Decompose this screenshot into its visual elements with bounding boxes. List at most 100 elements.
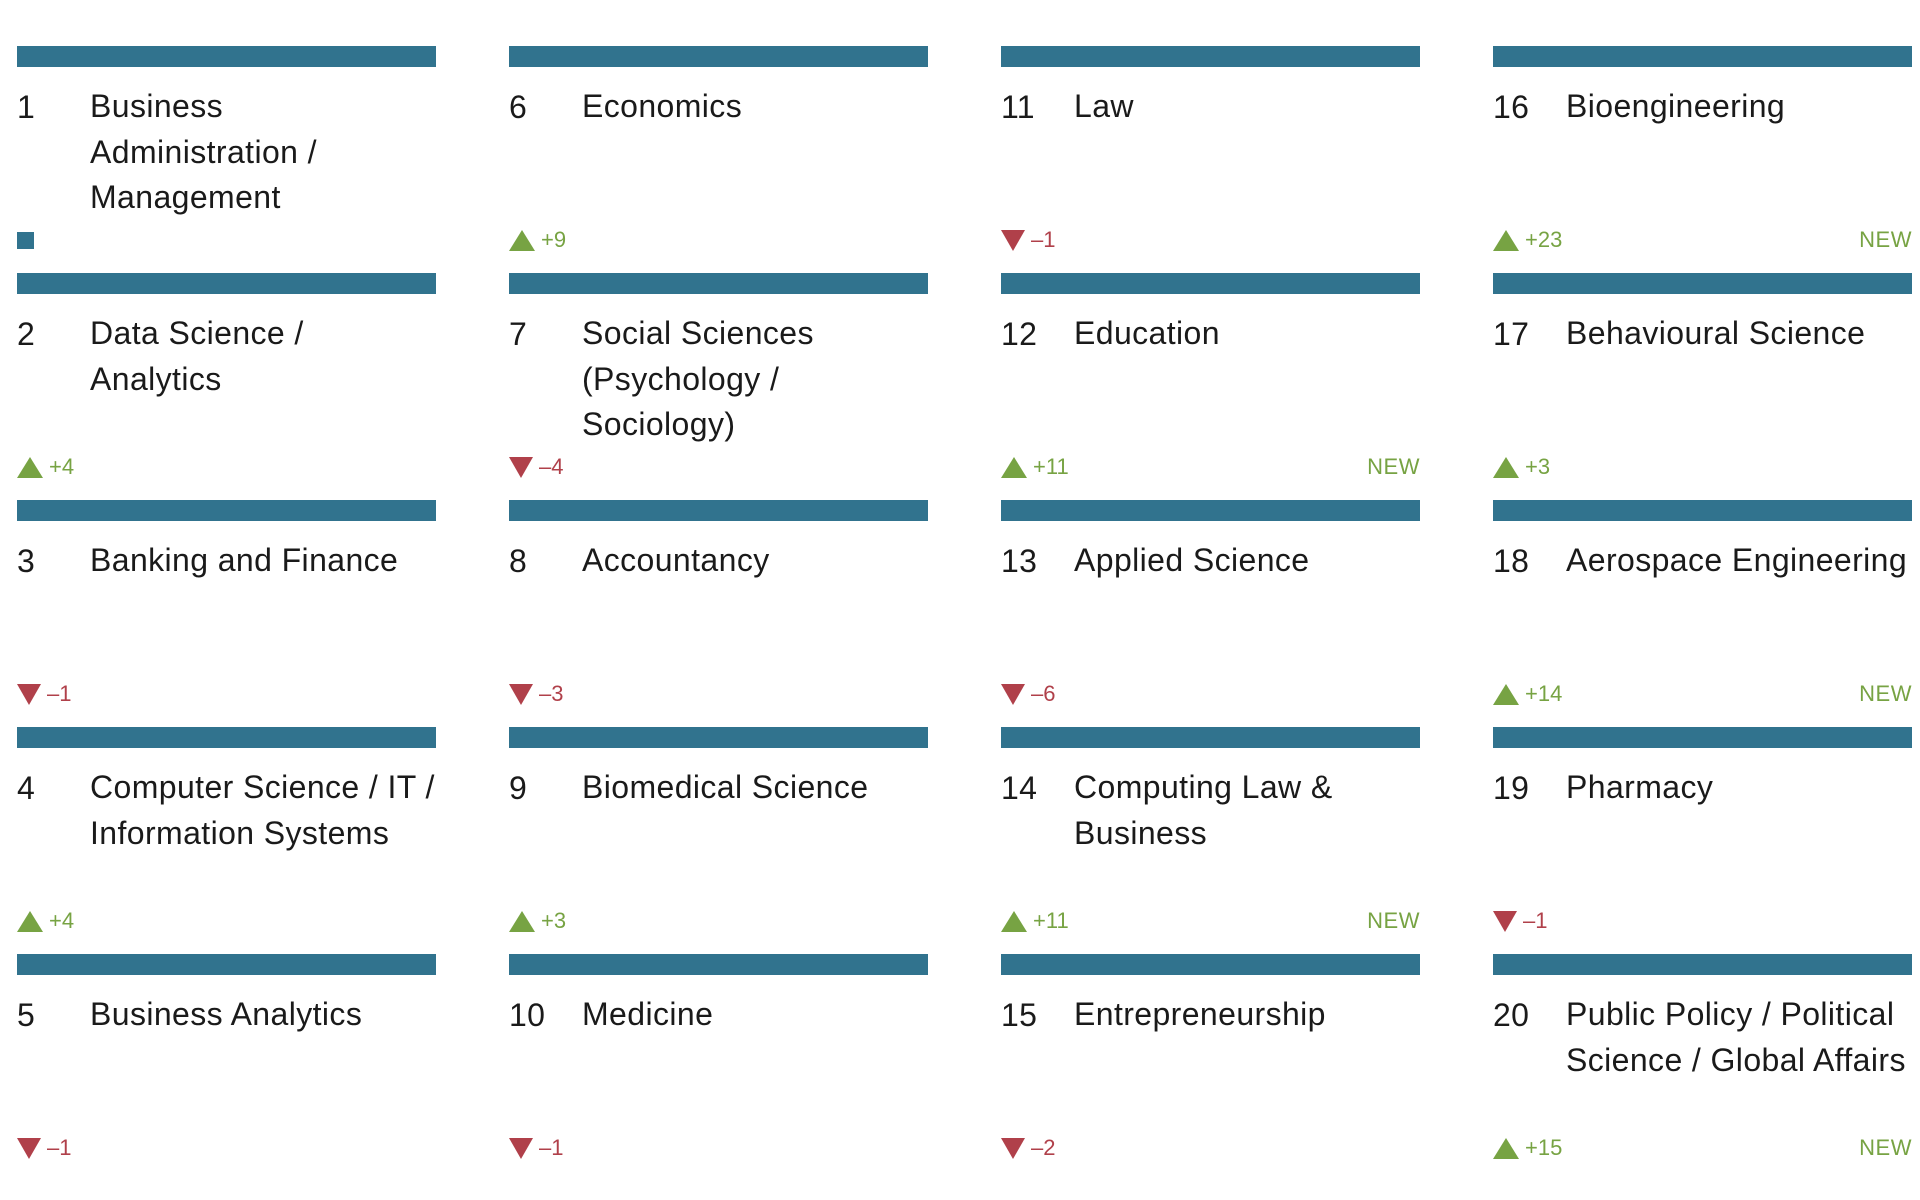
subject-label: Data Science / Analytics [90, 315, 304, 397]
subject-label: Accountancy [582, 542, 770, 578]
ranking-item: 7 Social Sciences (Psychology / Sociology… [509, 273, 928, 500]
ranking-item: 5 Business Analytics –1 [17, 954, 436, 1181]
subject-label: Bioengineering [1566, 88, 1786, 124]
rank-number: 2 [17, 316, 36, 352]
rank-bar [17, 727, 436, 748]
rank-number: 20 [1493, 997, 1530, 1033]
rank-bar [509, 46, 928, 67]
ranking-item: 17 Behavioural Science +3 [1493, 273, 1912, 500]
rank-change-value: +4 [49, 454, 75, 479]
ranking-item: 1 Business Administration / Management [17, 46, 436, 273]
rank-change-value: –2 [1031, 1135, 1056, 1160]
rank-bar [1001, 273, 1420, 294]
rank-change: +9 [509, 226, 566, 254]
rank-number: 18 [1493, 543, 1530, 579]
rank-change-value: –4 [539, 454, 564, 479]
rank-change: +15 [1493, 1134, 1562, 1162]
rank-change: +23 [1493, 226, 1562, 254]
ranking-item: 2 Data Science / Analytics +4 [17, 273, 436, 500]
ranking-item: 6 Economics +9 [509, 46, 928, 273]
rank-change-value: –1 [1523, 908, 1548, 933]
rank-bar [17, 500, 436, 521]
ranking-item: 9 Biomedical Science +3 [509, 727, 928, 954]
rank-change: –1 [509, 1134, 563, 1162]
up-triangle-icon [1493, 456, 1519, 478]
rank-bar [509, 500, 928, 521]
ranking-item: 12 Education +11 NEW [1001, 273, 1420, 500]
rank-number: 1 [17, 89, 36, 125]
rank-change-value: +23 [1525, 227, 1563, 252]
down-triangle-icon [1493, 910, 1517, 932]
rank-bar [17, 954, 436, 975]
down-triangle-icon [509, 683, 533, 705]
ranking-item: 20 Public Policy / Political Science / Gl… [1493, 954, 1912, 1181]
subject-label: Behavioural Science [1566, 315, 1866, 351]
up-triangle-icon [509, 229, 535, 251]
rank-bar [509, 727, 928, 748]
rank-change: +3 [509, 907, 566, 935]
rank-change-value: –1 [47, 681, 72, 706]
rank-change: +4 [17, 453, 74, 481]
rank-bar [509, 954, 928, 975]
rank-bar [1493, 46, 1912, 67]
rank-change-value: +3 [1525, 454, 1551, 479]
subject-label: Business Administration / Management [90, 88, 317, 215]
down-triangle-icon [17, 1137, 41, 1159]
rank-number: 17 [1493, 316, 1530, 352]
rank-bar [1001, 46, 1420, 67]
up-triangle-icon [1001, 456, 1027, 478]
rank-change: +4 [17, 907, 74, 935]
up-triangle-icon [1493, 683, 1519, 705]
ranking-item: 18 Aerospace Engineering +14 NEW [1493, 500, 1912, 727]
rank-number: 4 [17, 770, 36, 806]
square-icon [17, 231, 34, 249]
rank-number: 19 [1493, 770, 1530, 806]
up-triangle-icon [509, 910, 535, 932]
rank-bar [1493, 954, 1912, 975]
ranking-item: 16 Bioengineering +23 NEW [1493, 46, 1912, 273]
rank-change: –1 [1493, 907, 1547, 935]
up-triangle-icon [1493, 1137, 1519, 1159]
rank-bar [1001, 727, 1420, 748]
new-badge: NEW [1367, 908, 1420, 933]
rank-number: 12 [1001, 316, 1038, 352]
rank-bar [1493, 727, 1912, 748]
rank-change-value: –6 [1031, 681, 1056, 706]
rank-change: –1 [17, 680, 71, 708]
ranking-item: 4 Computer Science / IT / Information Sys… [17, 727, 436, 954]
new-badge: NEW [1859, 1135, 1912, 1160]
rank-number: 16 [1493, 89, 1530, 125]
rank-bar [1493, 500, 1912, 521]
rank-change-value: +15 [1525, 1135, 1563, 1160]
rank-number: 7 [509, 316, 528, 352]
rank-change-value: +4 [49, 908, 75, 933]
rank-change-value: +9 [541, 227, 567, 252]
subject-label: Computing Law & Business [1074, 769, 1333, 851]
subject-label: Business Analytics [90, 996, 363, 1032]
rank-bar [1001, 954, 1420, 975]
rank-number: 14 [1001, 770, 1038, 806]
down-triangle-icon [509, 1137, 533, 1159]
subject-label: Law [1074, 88, 1134, 124]
subject-label: Social Sciences (Psychology / Sociology) [582, 315, 814, 442]
rank-change: +11 [1001, 453, 1069, 481]
down-triangle-icon [17, 683, 41, 705]
down-triangle-icon [509, 456, 533, 478]
subject-label: Biomedical Science [582, 769, 869, 805]
up-triangle-icon [17, 456, 43, 478]
subject-label: Pharmacy [1566, 769, 1714, 805]
rank-number: 15 [1001, 997, 1038, 1033]
rank-change: –3 [509, 680, 563, 708]
subject-label: Aerospace Engineering [1566, 542, 1908, 578]
rank-change-value: –1 [1031, 227, 1056, 252]
rank-change-value: +3 [541, 908, 567, 933]
new-badge: NEW [1859, 681, 1912, 706]
rank-change-value: +11 [1033, 908, 1069, 933]
subject-label: Banking and Finance [90, 542, 399, 578]
rank-change: –6 [1001, 680, 1055, 708]
rank-number: 3 [17, 543, 36, 579]
rank-bar [17, 46, 436, 67]
rank-change-value: +14 [1525, 681, 1563, 706]
down-triangle-icon [1001, 229, 1025, 251]
rank-bar [509, 273, 928, 294]
